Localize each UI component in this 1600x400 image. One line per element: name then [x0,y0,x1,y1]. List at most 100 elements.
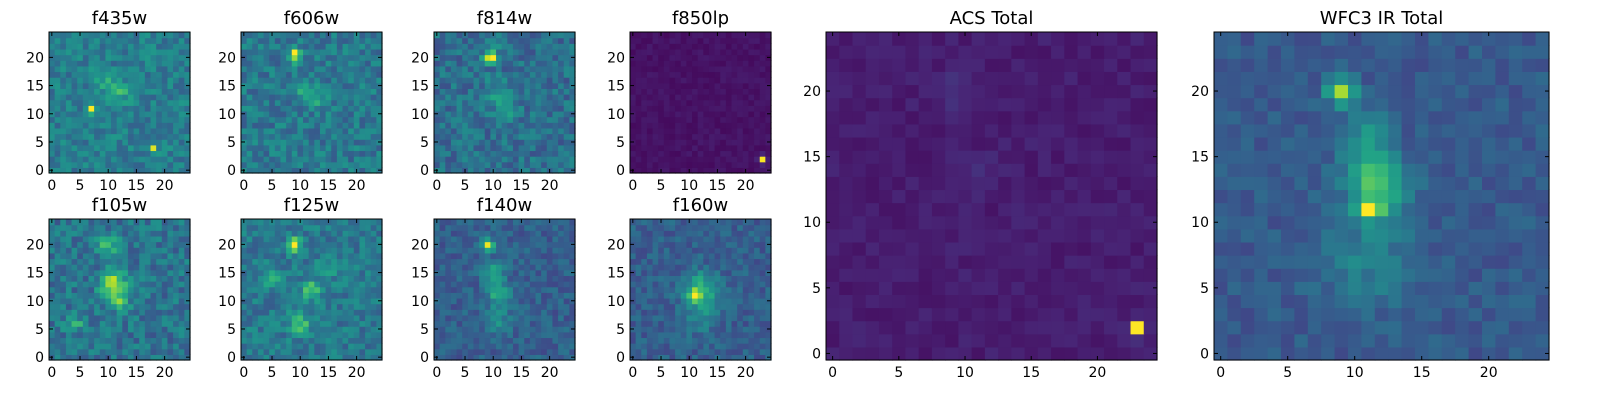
heatmap-cell [314,264,321,271]
heatmap-cell [507,314,514,322]
heatmap-cell [456,116,463,123]
heatmap-cell [88,139,95,146]
heatmap-cell [434,133,441,140]
heatmap-cell [484,303,491,310]
heatmap-cell [462,133,469,140]
heatmap-cell [336,167,344,174]
heatmap-cell [473,82,480,89]
heatmap-cell [150,82,157,89]
heatmap-cell [49,252,56,260]
heatmap-cell [759,354,766,361]
heatmap-cell [105,348,112,355]
heatmap-cell [552,264,559,271]
heatmap-cell [348,54,355,61]
heatmap-cell [641,292,648,299]
y-tick-label: 5 [420,135,429,151]
heatmap-cell [529,43,537,50]
heatmap-cell [697,65,704,73]
heatmap-cell [708,37,716,44]
heatmap-cell [365,264,372,271]
heatmap-cell [246,60,253,67]
heatmap-cell [274,264,282,271]
heatmap-cell [156,133,163,140]
heatmap-cell [759,116,766,123]
heatmap-cell [462,292,469,299]
heatmap-cell [641,65,648,73]
heatmap-cell [286,71,293,78]
heatmap-cell [54,326,61,333]
heatmap-cell [535,235,542,243]
heatmap-cell [319,32,327,39]
heatmap-cell [331,235,338,243]
heatmap-cell [105,286,112,293]
heatmap-cell [257,258,265,265]
heatmap-cell [308,286,315,293]
heatmap-cell [303,105,310,112]
heatmap-cell [314,230,321,237]
heatmap-cell [552,348,559,355]
heatmap-cell [82,241,90,248]
heatmap-cell [116,247,123,254]
heatmap-cell [569,224,576,231]
heatmap-cell [490,224,497,231]
heatmap-cell [348,235,355,243]
heatmap-cell [692,71,699,78]
heatmap-cell [535,167,542,174]
heatmap-cell [65,331,73,339]
heatmap-cell [353,292,361,299]
heatmap-cell [512,235,520,243]
heatmap-cell [569,48,576,56]
heatmap-cell [144,230,152,237]
heatmap-cell [342,32,349,39]
heatmap-cell [479,32,486,39]
heatmap-cell [105,281,112,288]
heatmap-cell [490,297,497,305]
heatmap-cell [348,286,355,293]
heatmap-cell [297,37,304,44]
heatmap-cell [697,43,704,50]
heatmap-cell [365,82,372,89]
heatmap-cell [144,133,152,140]
heatmap-cell [246,241,253,248]
heatmap-cell [439,281,446,288]
heatmap-cell [314,127,321,135]
heatmap-cell [252,314,259,322]
heatmap-cell [184,32,191,39]
heatmap-cell [319,88,327,95]
heatmap-cell [49,65,56,73]
heatmap-cell [518,88,525,95]
heatmap-cell [748,275,755,282]
heatmap-cell [167,224,174,231]
heatmap-cell [635,116,642,123]
heatmap-cell [308,297,315,305]
heatmap-cell [99,43,106,50]
heatmap-cell [348,258,355,265]
heatmap-cell [462,105,469,112]
heatmap-cell [658,161,665,168]
heatmap-cell [325,264,332,271]
heatmap-cell [742,88,750,95]
heatmap-cell [303,224,310,231]
heatmap-cell [336,258,344,265]
heatmap-cell [150,258,157,265]
heatmap-cell [280,94,287,101]
heatmap-cell [173,88,180,95]
heatmap-cell [308,314,315,322]
heatmap-cell [507,77,514,84]
heatmap-cell [529,156,537,163]
heatmap-cell [646,320,654,327]
heatmap-cell [535,320,542,327]
heatmap-cell [280,156,287,163]
heatmap-cell [314,133,321,140]
heatmap-cell [518,110,525,118]
heatmap-cell [263,331,270,339]
heatmap-cell [462,303,469,310]
heatmap-cell [133,292,140,299]
heatmap-cell [434,252,441,260]
heatmap-cell [742,326,750,333]
heatmap-cell [473,281,480,288]
heatmap-cell [150,127,157,135]
heatmap-cell [105,264,112,271]
heatmap-cell [680,122,687,129]
heatmap-cell [663,71,671,78]
